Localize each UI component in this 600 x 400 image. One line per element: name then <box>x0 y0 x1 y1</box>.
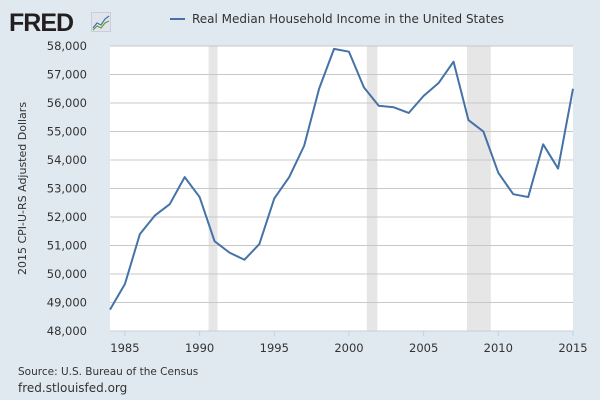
y-tick-label: 50,000 <box>47 267 87 281</box>
y-tick-label: 57,000 <box>47 68 87 82</box>
y-axis-label: 2015 CPI-U-RS Adjusted Dollars <box>16 102 29 275</box>
series-line <box>109 47 574 311</box>
x-tick-label: 2015 <box>558 341 587 355</box>
y-tick-label: 55,000 <box>47 125 87 139</box>
y-tick-label: 52,000 <box>47 210 87 224</box>
chart-legend[interactable]: Real Median Household Income in the Unit… <box>170 12 504 26</box>
legend-label: Real Median Household Income in the Unit… <box>192 12 504 26</box>
source-note: Source: U.S. Bureau of the Census <box>18 366 199 378</box>
y-tick-label: 56,000 <box>47 96 87 110</box>
x-tick-label: 1995 <box>260 341 289 355</box>
y-tick-label: 53,000 <box>47 182 87 196</box>
x-tick-label: 2000 <box>334 341 363 355</box>
y-tick-label: 58,000 <box>47 39 87 53</box>
x-tick-label: 2010 <box>484 341 513 355</box>
x-tick-label: 1985 <box>110 341 139 355</box>
y-tick-label: 51,000 <box>47 239 87 253</box>
x-tick-label: 2005 <box>409 341 438 355</box>
x-tick-label: 1990 <box>185 341 214 355</box>
fred-logo-graph-icon <box>91 12 111 32</box>
y-tick-label: 54,000 <box>47 153 87 167</box>
legend-swatch <box>170 18 185 20</box>
fred-url[interactable]: fred.stlouisfed.org <box>18 381 128 395</box>
y-tick-label: 48,000 <box>47 324 87 338</box>
y-tick-label: 49,000 <box>47 296 87 310</box>
fred-logo: FRED <box>9 9 74 37</box>
